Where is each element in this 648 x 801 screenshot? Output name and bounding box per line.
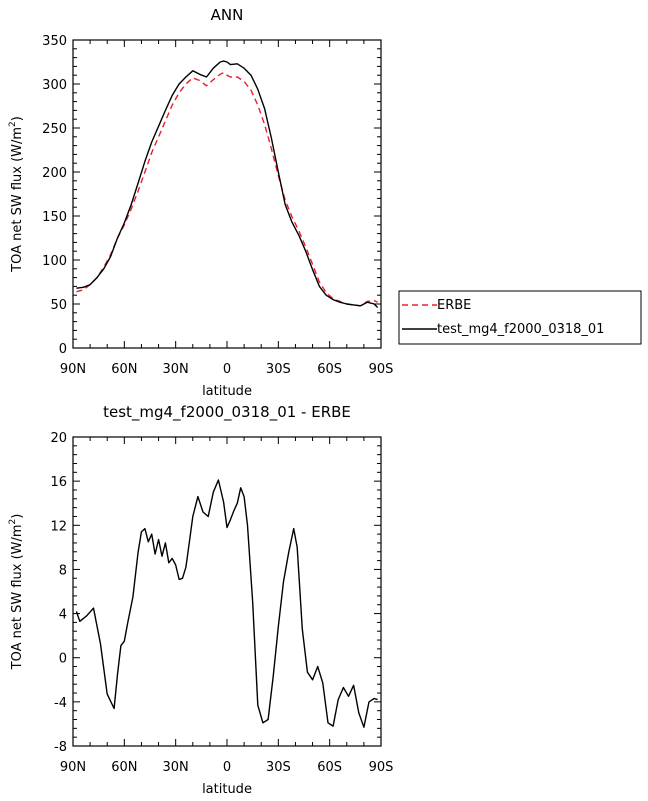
y-tick-label: -8 xyxy=(54,740,67,755)
y-tick-label: 300 xyxy=(42,78,67,93)
y-tick-label: 200 xyxy=(42,166,67,181)
legend-entry-erbe: ERBE xyxy=(437,298,471,313)
svg-text:TOA net SW flux (W/m2): TOA net SW flux (W/m2) xyxy=(8,116,25,273)
x-tick-label: 0 xyxy=(223,760,231,775)
y-tick-label: -4 xyxy=(54,696,67,711)
series-line-erbe xyxy=(76,71,378,307)
x-tick-label: 60N xyxy=(111,362,137,377)
difference-panel: test_mg4_f2000_0318_01 - ERBE TOA net SW… xyxy=(8,403,393,797)
svg-text:TOA net SW flux (W/m2): TOA net SW flux (W/m2) xyxy=(8,514,25,671)
y-tick-label: 250 xyxy=(42,122,67,137)
y-tick-label: 8 xyxy=(59,563,67,578)
legend: ERBE test_mg4_f2000_0318_01 xyxy=(398,290,642,345)
y-tick-label: 50 xyxy=(50,298,67,313)
chart-title: test_mg4_f2000_0318_01 - ERBE xyxy=(103,403,351,422)
x-tick-label: 60N xyxy=(111,760,137,775)
y-axis-title-superscript: 2 xyxy=(8,519,18,525)
x-tick-label: 0 xyxy=(223,362,231,377)
y-axis-title-close: ) xyxy=(10,116,25,121)
y-axis-title-close: ) xyxy=(10,514,25,519)
y-tick-label: 0 xyxy=(59,652,67,667)
y-tick-label: 350 xyxy=(42,34,67,49)
x-tick-label: 60S xyxy=(317,362,342,377)
x-axis-title: latitude xyxy=(202,384,252,399)
y-tick-label: 0 xyxy=(59,342,67,357)
plot-frame xyxy=(72,436,382,747)
y-tick-label: 16 xyxy=(50,475,67,490)
y-tick-label: 20 xyxy=(50,431,67,446)
series-line-difference xyxy=(75,479,378,728)
y-axis-title-text: TOA net SW flux (W/m xyxy=(10,127,25,273)
x-tick-label: 30N xyxy=(163,362,189,377)
y-tick-label: 150 xyxy=(42,210,67,225)
legend-box xyxy=(398,290,642,345)
plot-frame xyxy=(72,39,382,349)
chart-title: ANN xyxy=(211,6,244,24)
y-tick-label: 12 xyxy=(50,519,67,534)
y-axis-title-text: TOA net SW flux (W/m xyxy=(10,524,25,670)
x-tick-label: 30S xyxy=(266,760,291,775)
x-tick-label: 30N xyxy=(163,760,189,775)
y-tick-label: 4 xyxy=(59,608,67,623)
x-tick-label: 30S xyxy=(266,362,291,377)
y-axis-title: TOA net SW flux (W/m2) xyxy=(8,116,25,273)
annual-panel: ANN TOA net SW flux (W/m2) latitude 0 50 1… xyxy=(8,6,393,399)
x-axis-title: latitude xyxy=(202,782,252,797)
y-axis-title: TOA net SW flux (W/m2) xyxy=(8,514,25,671)
x-tick-label: 60S xyxy=(317,760,342,775)
y-axis-title-superscript: 2 xyxy=(8,121,18,127)
x-tick-label: 90N xyxy=(60,760,86,775)
y-tick-label: 100 xyxy=(42,254,67,269)
legend-entry-model: test_mg4_f2000_0318_01 xyxy=(437,322,604,337)
x-tick-label: 90N xyxy=(60,362,86,377)
x-tick-label: 90S xyxy=(369,362,394,377)
series-line-test-mg4-f2000-0318-01 xyxy=(76,60,379,308)
x-tick-label: 90S xyxy=(369,760,394,775)
